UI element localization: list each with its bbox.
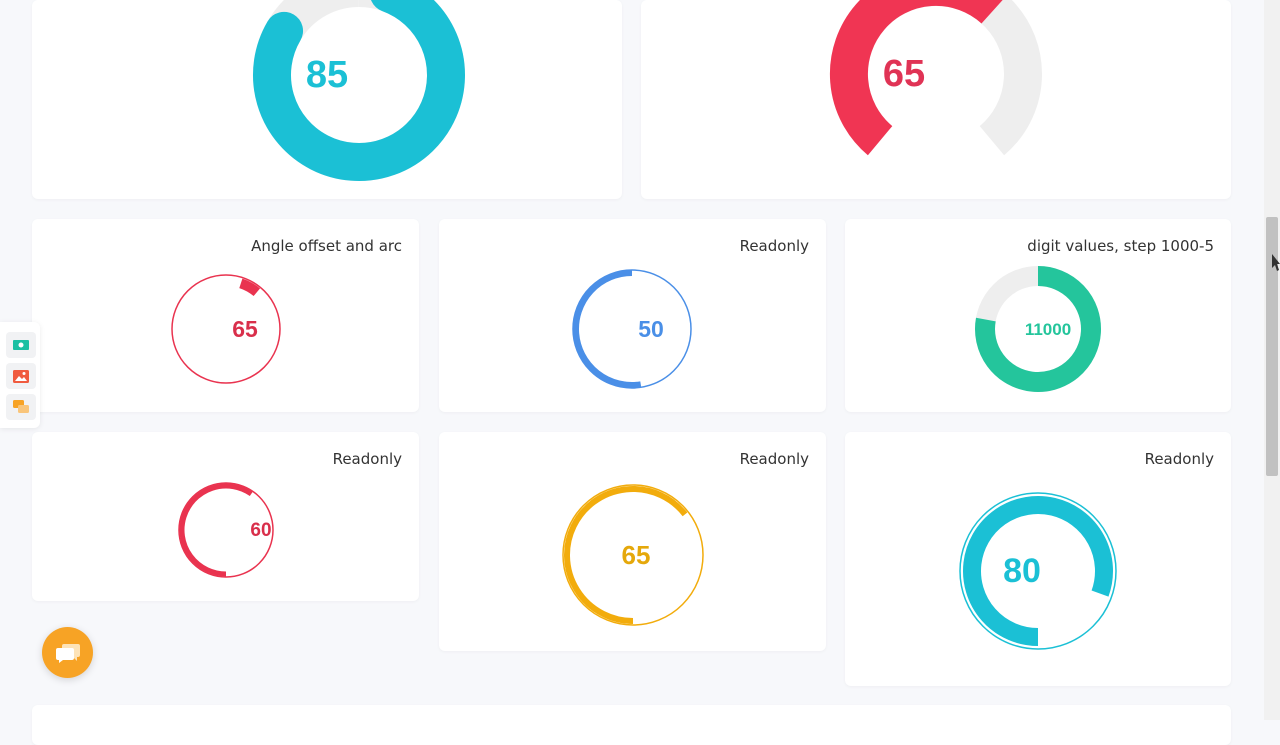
knob-readonly-2: 60 xyxy=(178,482,274,578)
knob-value: 11000 xyxy=(1025,320,1071,339)
side-toolbar xyxy=(0,322,40,428)
knob-outline xyxy=(562,484,704,626)
toolbar-chat-button[interactable] xyxy=(6,394,36,420)
knob-readonly-4: 80 xyxy=(959,492,1117,650)
knob-outline xyxy=(959,492,1117,650)
knob-value-arc xyxy=(253,0,465,181)
knob-digit-values[interactable]: 11000 xyxy=(973,264,1103,394)
card-title: Readonly xyxy=(1144,450,1214,468)
knob-value: 85 xyxy=(306,54,348,96)
card-title: Readonly xyxy=(739,450,809,468)
image-icon xyxy=(13,369,29,383)
knob-card-top-right: 65 xyxy=(641,0,1231,199)
knob-readonly-1: 50 xyxy=(572,269,692,389)
mouse-cursor-icon xyxy=(1272,254,1280,271)
knob-outline xyxy=(171,274,281,384)
knob-card-readonly-1: Readonly 50 xyxy=(439,219,826,412)
scrollbar-thumb[interactable] xyxy=(1266,217,1278,476)
knob-value: 60 xyxy=(250,520,271,541)
card-title: Angle offset and arc xyxy=(251,237,402,255)
knob-outline xyxy=(178,482,274,578)
chat-fab-button[interactable] xyxy=(42,627,93,678)
knob-value: 50 xyxy=(638,316,664,342)
knob-value-arc xyxy=(179,483,253,577)
knob-card-readonly-2: Readonly 60 xyxy=(32,432,419,601)
toolbar-money-button[interactable] xyxy=(6,332,36,358)
knob-value: 65 xyxy=(883,53,925,95)
knob-top-right[interactable]: 65 xyxy=(816,0,1056,194)
knob-value-arc xyxy=(239,278,261,297)
knob-value: 65 xyxy=(622,540,651,570)
knob-card-readonly-4: Readonly 80 xyxy=(845,432,1231,686)
knob-value-arc xyxy=(829,0,1003,156)
knob-value-arc xyxy=(963,496,1113,646)
knob-value: 65 xyxy=(232,316,258,342)
card-title: digit values, step 1000-5 xyxy=(1027,237,1214,255)
knob-top-left[interactable]: 85 xyxy=(239,0,479,195)
card-title: Readonly xyxy=(332,450,402,468)
money-icon xyxy=(13,340,29,350)
card-title: Readonly xyxy=(739,237,809,255)
knob-value-arc xyxy=(564,486,688,624)
knob-readonly-3: 65 xyxy=(562,484,704,626)
knob-card-angle-offset: Angle offset and arc 65 xyxy=(32,219,419,412)
chat-icon xyxy=(13,400,29,413)
toolbar-image-button[interactable] xyxy=(6,363,36,389)
knob-value-arc xyxy=(573,270,642,388)
knob-card-top-left: 85 xyxy=(32,0,622,199)
knob-value-arc xyxy=(975,266,1101,392)
knob-card-readonly-3: Readonly 65 xyxy=(439,432,826,651)
knob-angle-offset[interactable]: 65 xyxy=(166,269,286,389)
knob-value: 80 xyxy=(1003,552,1041,590)
next-card xyxy=(32,705,1231,745)
chat-bubbles-icon xyxy=(55,643,80,663)
knob-card-digit-values: digit values, step 1000-5 11000 xyxy=(845,219,1231,412)
